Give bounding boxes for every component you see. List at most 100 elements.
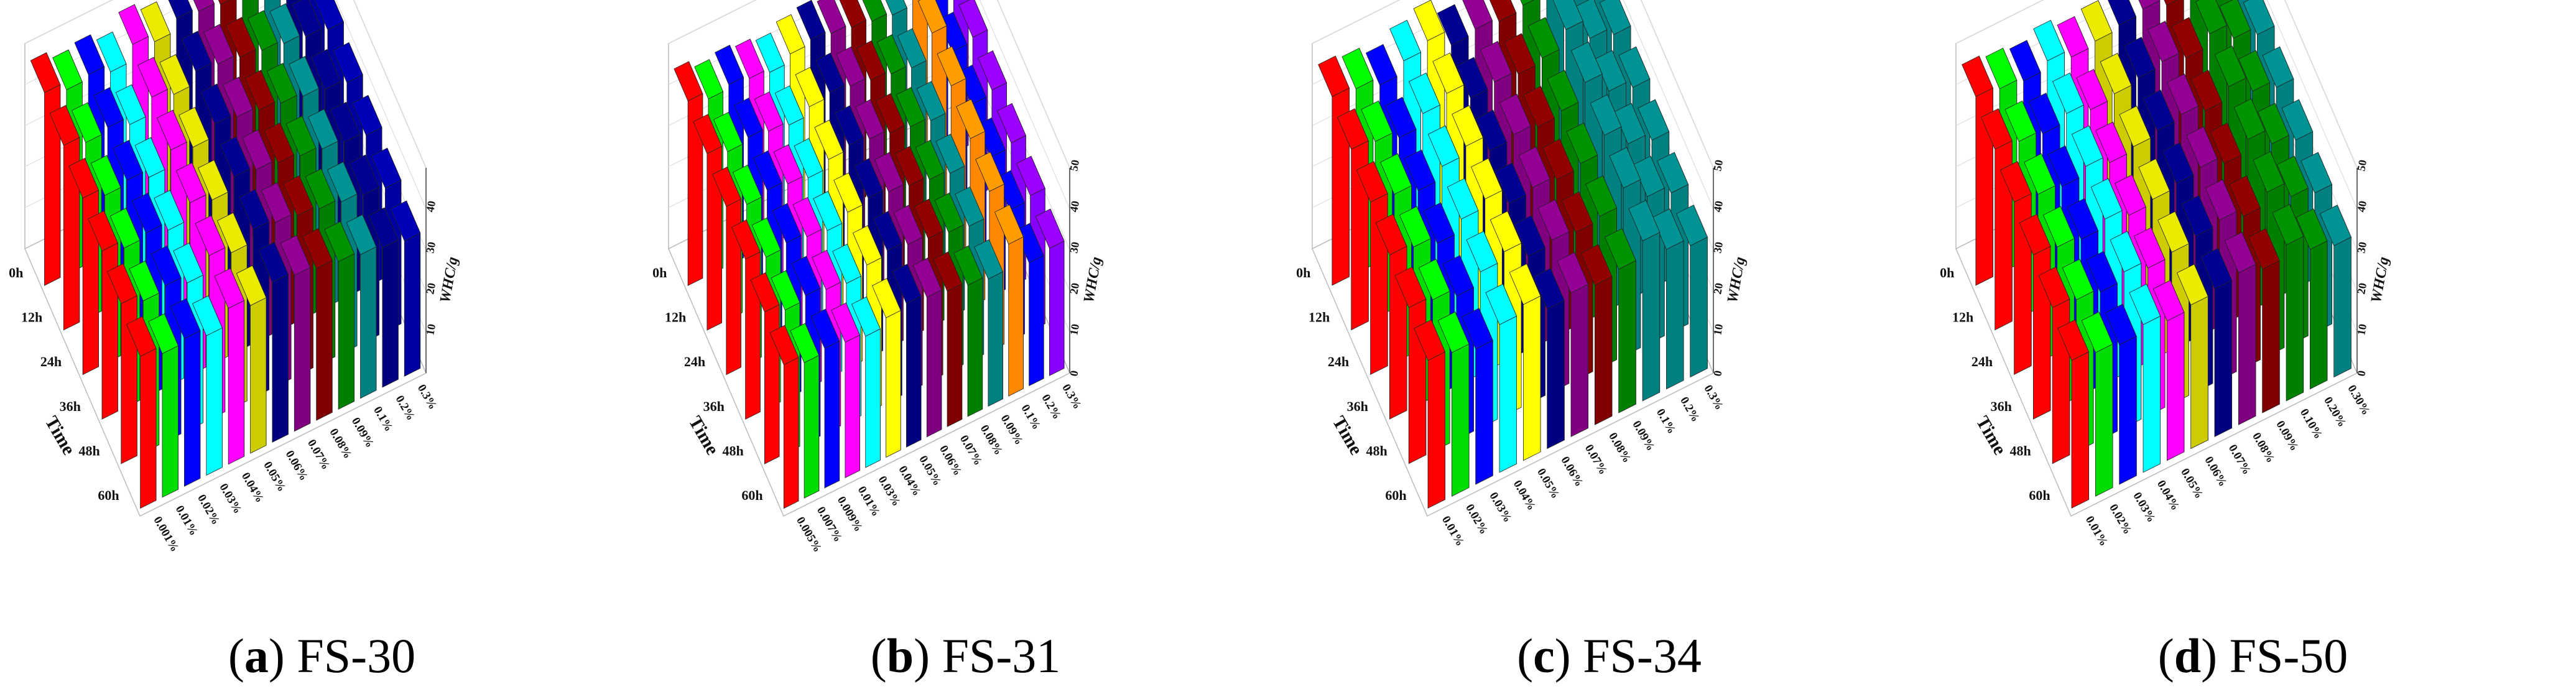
bar-top xyxy=(1470,158,1503,200)
bar-top xyxy=(2210,122,2242,164)
bar-top xyxy=(175,162,206,203)
bar xyxy=(2152,280,2185,461)
bar-top xyxy=(198,159,228,201)
concentration-tick-label: 0.09% xyxy=(349,415,376,450)
panel-b: 0h 12h 24h 36h 48h 60h Time 0.005% 0.007% 0.009% 0… xyxy=(644,0,1287,697)
bar-top xyxy=(241,129,272,170)
concentration-tick-label: 0.07% xyxy=(305,437,332,472)
caption-title: FS-30 xyxy=(297,629,416,683)
gridline xyxy=(24,0,427,210)
bar xyxy=(236,265,267,454)
bar-top xyxy=(1628,200,1661,241)
bar-top xyxy=(975,151,1005,192)
bar-top xyxy=(1962,55,1994,97)
bar xyxy=(280,234,311,432)
bar-top xyxy=(2133,227,2166,269)
bar-top xyxy=(1561,191,1593,233)
bar-top xyxy=(1035,208,1065,249)
bar-top xyxy=(192,295,223,336)
bar xyxy=(170,298,201,487)
bar-top xyxy=(2238,50,2271,92)
bar-top xyxy=(216,212,248,254)
z-tick-label: 30 xyxy=(424,241,438,254)
bar-top xyxy=(310,48,341,90)
bar-top xyxy=(2067,198,2099,240)
concentration-tick-label: 0.05% xyxy=(1534,466,1562,501)
bar-front xyxy=(1618,260,1636,413)
bar-top xyxy=(2047,145,2080,187)
panel-a: 0h 12h 24h 36h 48h 60h Time 0.001% 0.01% 0.02% 0.0… xyxy=(0,0,644,697)
bar-top xyxy=(1365,44,1397,86)
time-tick-label: 48h xyxy=(2010,443,2031,459)
bar-top xyxy=(93,87,124,128)
bar-top xyxy=(712,167,741,207)
z-tick-label: 10 xyxy=(1711,323,1725,336)
bar-top xyxy=(854,158,883,198)
bar-top xyxy=(1618,46,1651,88)
caption-b: (b) FS-31 xyxy=(870,629,1061,683)
concentration-tick-label: 0.07% xyxy=(1582,442,1610,477)
bar-top xyxy=(2164,0,2178,6)
bar-top xyxy=(2057,16,2089,58)
bar-top xyxy=(151,245,182,287)
concentration-tick-label: 0.08% xyxy=(978,423,1005,458)
bar-top xyxy=(912,257,942,298)
bar-front xyxy=(1475,339,1493,485)
bar-front xyxy=(2262,260,2280,413)
bar-top xyxy=(52,49,83,91)
bar-top xyxy=(109,208,141,249)
concentration-tick-label: 0.06% xyxy=(2202,455,2229,489)
z-axis: 10 20 30 40 WHC/g xyxy=(424,168,461,373)
concentration-tick-label: 0.08% xyxy=(2249,430,2277,465)
concentration-tick-label: 0.1% xyxy=(1654,407,1679,436)
caption-letter: c xyxy=(1533,629,1555,683)
bar-top xyxy=(1537,199,1570,241)
bar-front xyxy=(1029,255,1044,387)
bar-top xyxy=(1399,206,1431,247)
concentration-tick-label: 0.03% xyxy=(876,474,903,509)
bar-top xyxy=(938,12,968,52)
bar-top xyxy=(2062,259,2094,300)
bar xyxy=(2019,213,2051,420)
bar-front xyxy=(2143,315,2161,473)
bar-front xyxy=(228,300,245,465)
bar-top xyxy=(218,0,231,5)
bar-top xyxy=(2243,0,2275,35)
bar-top xyxy=(195,215,226,256)
bar-top xyxy=(933,251,963,292)
bar-top xyxy=(1509,263,1541,305)
bar-top xyxy=(314,0,344,30)
bar-front xyxy=(2071,351,2090,509)
bar xyxy=(851,296,881,468)
bar-front xyxy=(140,348,157,509)
bar xyxy=(368,207,399,388)
bar-top xyxy=(693,114,723,154)
bar-top xyxy=(1638,99,1670,141)
bar-top xyxy=(2272,204,2304,246)
gridline xyxy=(1312,0,1714,168)
bar-top xyxy=(894,145,924,187)
bar-top xyxy=(1609,147,1641,189)
bar-top xyxy=(1532,268,1565,310)
bar-top xyxy=(875,93,905,134)
bar-front xyxy=(1642,231,1661,402)
bar-top xyxy=(856,40,886,81)
bar-front xyxy=(824,340,840,489)
concentration-tick-label: 0.1% xyxy=(1019,402,1044,432)
bar-top xyxy=(1485,284,1517,325)
bar-front xyxy=(360,246,377,399)
concentration-tick-label: 0.09% xyxy=(998,413,1026,448)
bar-top xyxy=(2253,151,2285,193)
bar-top xyxy=(1413,0,1445,42)
bar-top xyxy=(1466,231,1498,272)
concentration-tick-label: 0.2% xyxy=(1677,395,1702,425)
concentration-tick-label: 0.20% xyxy=(2321,395,2348,430)
bar-top xyxy=(308,108,338,150)
bar-top xyxy=(1590,94,1622,136)
bar xyxy=(1628,200,1661,402)
bar-front xyxy=(783,357,799,509)
bar-top xyxy=(261,182,292,223)
concentration-tick-label: 0.3% xyxy=(1059,382,1084,412)
bar-top xyxy=(269,3,300,44)
bar-top xyxy=(1452,105,1484,147)
